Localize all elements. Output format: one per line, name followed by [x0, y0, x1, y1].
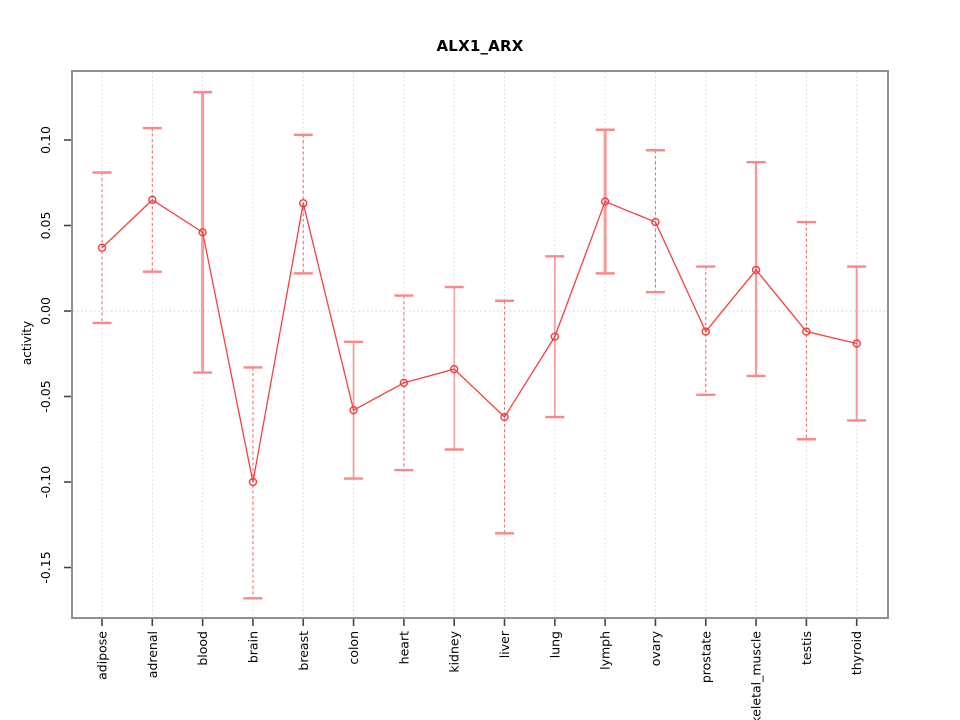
y-tick-label: -0.15: [38, 551, 53, 583]
x-tick-label: skeletal_muscle: [749, 631, 764, 720]
data-point-liver: [500, 412, 509, 422]
x-tick-label: ovary: [648, 630, 663, 666]
x-tick-label: brain: [245, 631, 260, 663]
data-point-adipose: [97, 243, 107, 252]
data-point-breast: [299, 199, 308, 208]
data-point-ovary: [651, 217, 660, 227]
data-point-testis: [802, 327, 811, 336]
data-point-blood: [198, 228, 207, 237]
plot-frame: [71, 70, 889, 619]
x-tick-label: colon: [346, 631, 361, 665]
y-tick-label: 0.10: [38, 126, 53, 154]
y-tick-label: 0.00: [38, 297, 53, 325]
x-tick-label: adrenal: [145, 631, 160, 678]
y-tick-label: -0.10: [38, 466, 53, 498]
x-tick-label: thyroid: [849, 631, 864, 675]
x-tick-label: liver: [497, 630, 512, 658]
x-tick-label: testis: [799, 631, 814, 665]
x-tick-label: lung: [547, 631, 562, 658]
data-point-kidney: [449, 364, 459, 374]
data-point-brain: [248, 477, 258, 487]
series-line: [101, 199, 857, 483]
y-tick-label: 0.05: [38, 212, 53, 240]
data-point-heart: [399, 378, 409, 388]
data-point-lung: [550, 332, 560, 341]
data-point-lymph: [600, 197, 610, 206]
data-point-adrenal: [148, 195, 157, 205]
x-tick-label: prostate: [698, 631, 713, 683]
data-point-skeletal_muscle: [751, 265, 761, 275]
x-tick-label: breast: [296, 631, 311, 671]
y-tick-label: -0.05: [38, 380, 53, 412]
x-tick-label: heart: [396, 631, 411, 664]
x-tick-label: blood: [195, 631, 210, 666]
data-point-colon: [349, 405, 358, 415]
data-point-prostate: [701, 327, 710, 336]
data-point-thyroid: [852, 339, 861, 348]
x-tick-label: kidney: [447, 630, 462, 672]
x-tick-label: lymph: [598, 631, 613, 670]
chart-title: ALX1_ARX: [436, 37, 524, 55]
x-tick-label: adipose: [95, 631, 110, 680]
